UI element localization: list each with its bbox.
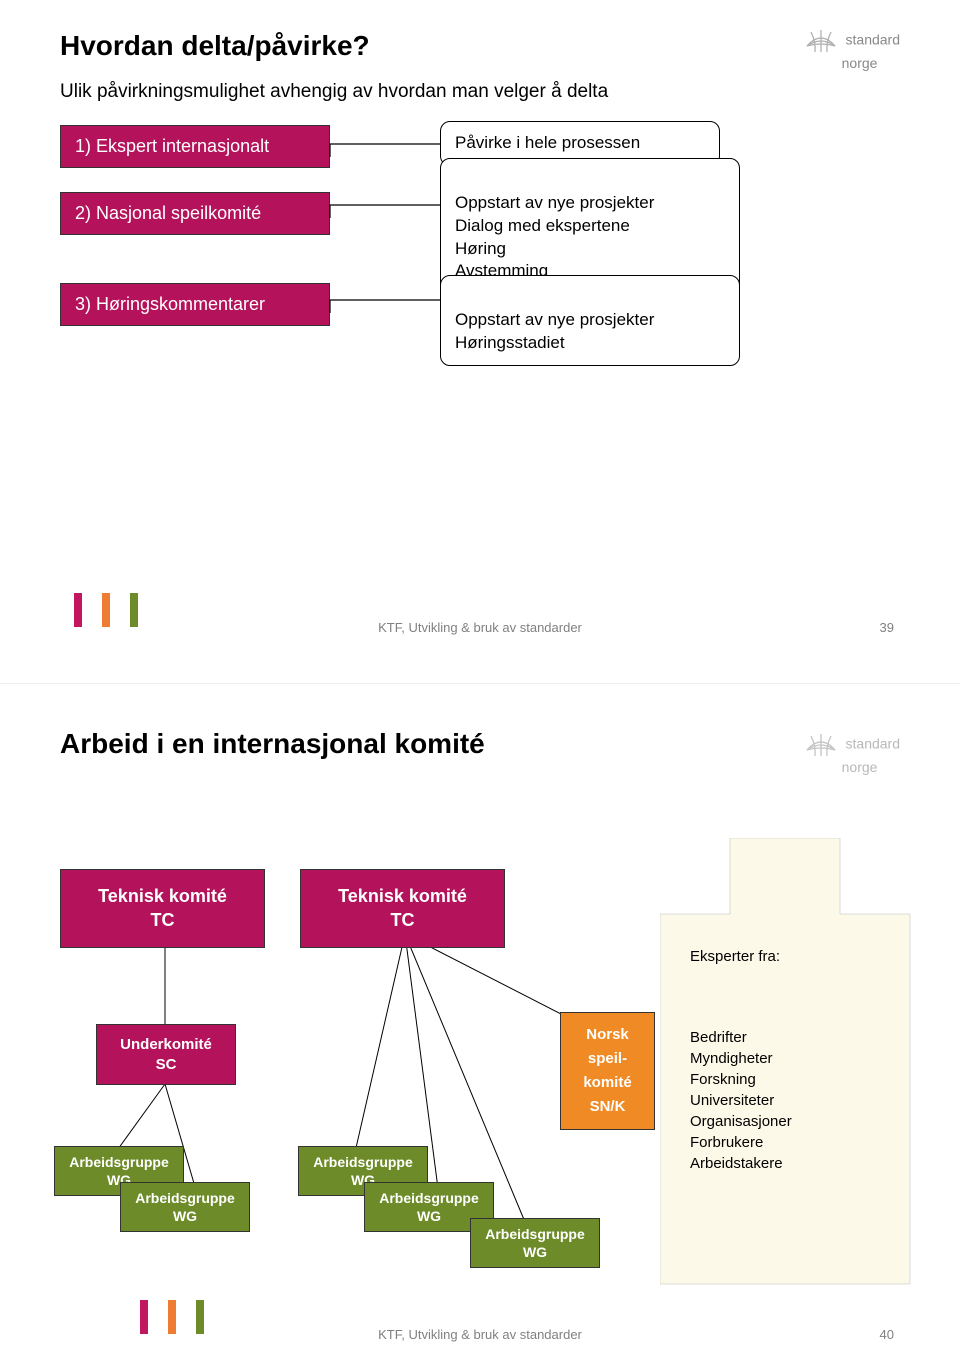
wg-line2: WG xyxy=(523,1244,547,1260)
footer-text: KTF, Utvikling & bruk av standarder xyxy=(0,1327,960,1342)
experts-list: Bedrifter Myndigheter Forskning Universi… xyxy=(690,1006,830,1174)
wg-line1: Arbeidsgruppe xyxy=(135,1190,235,1206)
subtitle: Ulik påvirkningsmulighet avhengig av hvo… xyxy=(60,80,900,105)
experts-header: Eksperter fra: xyxy=(690,946,780,967)
orange-l1: Norsk xyxy=(586,1026,629,1043)
sc-line1: Underkomité xyxy=(120,1036,212,1053)
callout-3: Oppstart av nye prosjekter Høringsstadie… xyxy=(440,275,740,366)
slide-40: standard norge Arbeid i en internasjonal… xyxy=(0,683,960,1366)
wg-box: Arbeidsgruppe WG xyxy=(470,1218,600,1268)
callout-2: Oppstart av nye prosjekter Dialog med ek… xyxy=(440,158,740,295)
slide-39: standard norge Hvordan delta/påvirke? Ul… xyxy=(0,0,960,683)
logo: standard norge xyxy=(804,730,900,775)
tc-box-1: Teknisk komité TC xyxy=(60,869,265,948)
page-number: 39 xyxy=(880,620,894,635)
wg-box: Arbeidsgruppe WG xyxy=(120,1182,250,1232)
tc1-line2: TC xyxy=(151,910,175,930)
logo-line2: norge xyxy=(842,55,878,71)
wg-line1: Arbeidsgruppe xyxy=(485,1226,585,1242)
footer-text: KTF, Utvikling & bruk av standarder xyxy=(0,620,960,635)
callout-1-text: Påvirke i hele prosessen xyxy=(455,133,640,152)
wg-line2: WG xyxy=(417,1208,441,1224)
callout-3-text: Oppstart av nye prosjekter Høringsstadie… xyxy=(455,310,654,352)
orange-l4: SN/K xyxy=(590,1098,626,1115)
wg-line1: Arbeidsgruppe xyxy=(379,1190,479,1206)
sc-box: Underkomité SC xyxy=(96,1024,236,1085)
logo-line1: standard xyxy=(846,736,900,752)
page-number: 40 xyxy=(880,1327,894,1342)
wg-line1: Arbeidsgruppe xyxy=(313,1154,413,1170)
sc-line2: SC xyxy=(156,1056,177,1073)
logo-line1: standard xyxy=(846,32,900,48)
globe-icon xyxy=(804,730,838,760)
box-expert: 1) Ekspert internasjonalt xyxy=(60,125,330,168)
page-title: Arbeid i en internasjonal komité xyxy=(60,728,900,760)
orange-l3: komité xyxy=(583,1074,631,1091)
wg-line2: WG xyxy=(173,1208,197,1224)
logo: standard norge xyxy=(804,26,900,71)
tc2-line1: Teknisk komité xyxy=(338,886,467,906)
connector-3 xyxy=(330,293,450,323)
orange-l2: speil- xyxy=(588,1050,627,1067)
globe-icon xyxy=(804,26,838,56)
connector-1 xyxy=(330,137,450,167)
orange-box: Norsk speil- komité SN/K xyxy=(560,1012,655,1130)
wg-line1: Arbeidsgruppe xyxy=(69,1154,169,1170)
page-title: Hvordan delta/påvirke? xyxy=(60,30,900,62)
connector-2 xyxy=(330,198,450,228)
box-nasjonal: 2) Nasjonal speilkomité xyxy=(60,192,330,235)
tc-box-2: Teknisk komité TC xyxy=(300,869,505,948)
tc2-line2: TC xyxy=(391,910,415,930)
box-horing: 3) Høringskommentarer xyxy=(60,283,330,326)
tc1-line1: Teknisk komité xyxy=(98,886,227,906)
callout-2-text: Oppstart av nye prosjekter Dialog med ek… xyxy=(455,193,654,281)
logo-line2: norge xyxy=(842,759,878,775)
